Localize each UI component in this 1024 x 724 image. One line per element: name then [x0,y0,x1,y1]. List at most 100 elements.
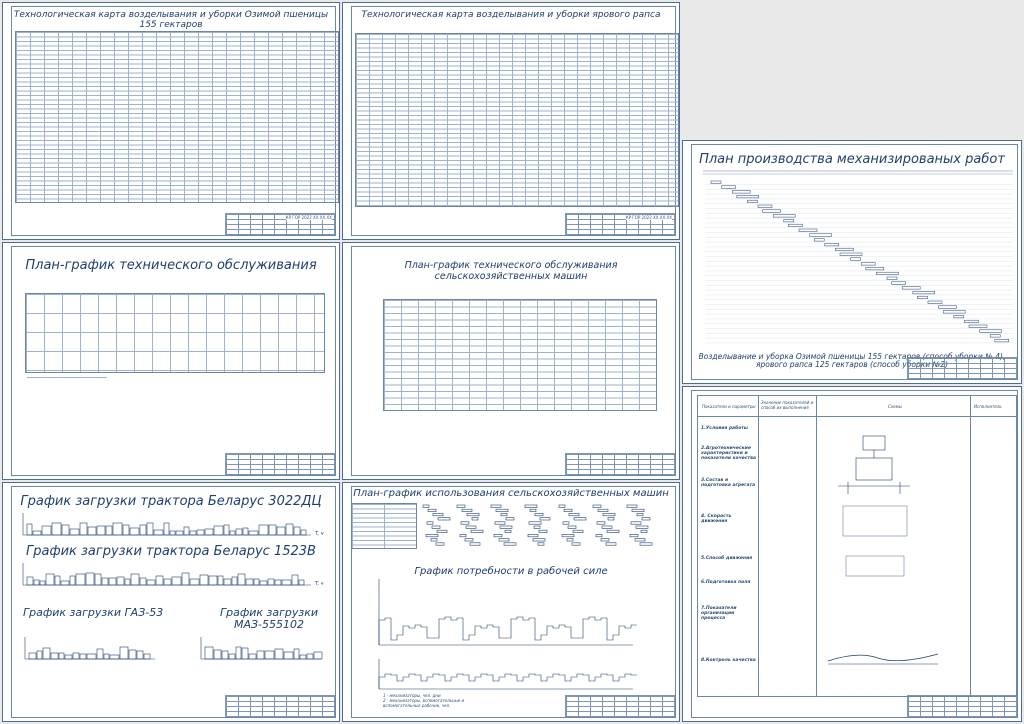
sheet-title: План производства механизированых работ [699,152,1005,167]
usage-bar [634,538,646,542]
usage-bar [503,542,517,546]
usage-and-workforce [378,504,653,690]
axis-label: T, ч [315,531,324,537]
load-bar [204,646,214,660]
tech-table [355,33,679,207]
load-bar [208,575,218,586]
load-bar [61,524,70,536]
usage-bar [495,508,509,512]
sheet-frame [351,246,676,476]
plan-caption: Возделывание и уборка Озимой пшеницы 155… [698,352,1006,369]
chart-title-truck1: График загрузки ГАЗ-53 [23,606,164,619]
load-bar [313,651,323,660]
usage-bar [426,521,434,525]
sheet-frame [691,390,1018,718]
usage-bar [461,508,473,512]
usage-bar [456,504,466,508]
section-heading: 1.Условия работы [701,426,748,431]
load-bar [253,578,260,586]
load-bar [85,572,95,586]
gantt-bar [979,329,1002,333]
load-bar [199,574,209,586]
gantt-bar [942,310,966,314]
usage-bar [460,521,470,525]
usage-bar [436,529,448,533]
load-bar [248,530,259,536]
load-bar [139,577,147,586]
chart-title-tractor2: График загрузки трактора Беларус 1523В [26,544,316,559]
load-bar [283,651,294,660]
load-bar [293,648,300,660]
load-bar [109,654,120,660]
load-bar [28,652,37,660]
usage-bar [422,504,430,508]
usage-bar [631,508,645,512]
gantt-bar [865,267,885,271]
gantt-bar [886,276,898,280]
load-bar [94,573,102,586]
load-bar [196,529,205,536]
gantt-bar [860,262,876,266]
gantt-bar [989,334,1001,338]
gantt-bar [927,300,943,304]
gantt-bar [912,291,936,295]
load-bar [245,578,254,586]
gantt-bar [813,238,825,242]
load-bar [223,578,232,586]
title-block [565,695,676,718]
gantt-bar [721,185,736,189]
gantt-bar [876,271,899,275]
load-bar [242,527,249,536]
maint-table [25,293,325,373]
usage-bar [459,534,467,538]
section-heading: 6.Подготовка поля [701,580,751,585]
load-bar [256,650,265,660]
load-bar [139,524,147,536]
usage-bar [529,508,537,512]
gantt-bar [938,305,957,309]
usage-bar [596,521,606,525]
load-bar [119,646,129,660]
load-bar [163,578,172,586]
gantt-bar [901,286,921,290]
load-bar [79,653,87,660]
load-bar [298,579,305,586]
load-bar [146,579,156,586]
gantt-bar [710,180,722,184]
usage-bar [602,513,616,517]
usage-bar [494,521,506,525]
usage-bar [504,529,512,533]
usage-bar [505,517,515,521]
load-bar [60,580,70,586]
load-bar [51,522,62,536]
section-heading: 4. Скорость движения [701,514,732,524]
load-bar [112,522,123,536]
load-bar [306,653,314,660]
gantt-bar [917,295,928,299]
col-header: Схемы [888,404,902,409]
usage-bar [561,534,575,538]
chart-title-workforce: График потребности в рабочей силе [414,566,608,577]
gantt-bar [850,257,861,261]
load-bar [122,524,130,536]
usage-bar [600,538,610,542]
sheet-frame [11,486,336,718]
gantt-bar [772,214,796,218]
load-bar [231,576,238,586]
load-bar [204,528,214,536]
load-bar [189,578,200,586]
gantt-bar [762,209,781,213]
gantt-bar [736,195,760,199]
machine-list [351,503,417,549]
load-bar [213,649,222,660]
load-bar [229,530,236,536]
usage-bar [431,525,441,529]
load-bar [267,578,275,586]
load-bar [300,529,307,536]
load-bar [163,522,170,536]
usage-bar [537,542,545,546]
stamp-code: КР ГОР 2022 ХХ.ХХ.ХХ [625,215,672,220]
load-bar [39,580,46,586]
sheet-frame [11,246,336,476]
load-bar [50,652,59,660]
